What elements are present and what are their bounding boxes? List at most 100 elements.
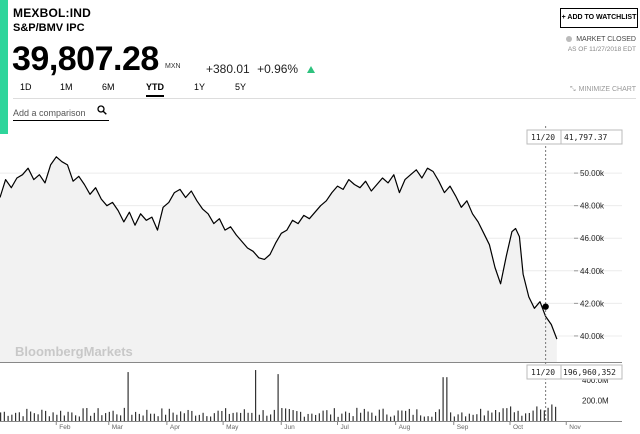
volume-bar <box>67 411 69 421</box>
volume-bar <box>348 412 350 421</box>
tab-1d[interactable]: 1D <box>20 82 32 92</box>
volume-bar <box>236 412 238 421</box>
volume-bar <box>187 409 189 421</box>
volume-bar <box>438 409 440 421</box>
volume-bar <box>506 408 508 421</box>
volume-bar <box>52 412 54 421</box>
minimize-chart-button[interactable]: ⤡ MINIMIZE CHART <box>570 86 636 94</box>
volume-bar <box>221 410 223 421</box>
volume-bar <box>453 416 455 421</box>
volume-bar <box>75 415 77 421</box>
volume-bar <box>431 416 433 421</box>
volume-bar <box>285 408 287 421</box>
volume-bar <box>322 410 324 421</box>
comparison-input[interactable] <box>13 105 93 121</box>
tab-1y[interactable]: 1Y <box>194 82 206 92</box>
x-tick-label: Oct <box>513 424 523 431</box>
volume-bar <box>11 414 13 421</box>
volume-bar <box>281 408 283 421</box>
volume-bar <box>495 410 497 421</box>
volume-bar <box>30 411 32 421</box>
volume-bar <box>465 416 467 421</box>
volume-bar <box>105 413 107 421</box>
watermark: BloombergMarkets <box>15 344 133 359</box>
volume-bar <box>390 416 392 421</box>
volume-bar <box>288 409 290 421</box>
volume-bar <box>78 416 80 421</box>
volume-bar <box>536 406 538 421</box>
tab-1m[interactable]: 1M <box>60 82 73 92</box>
volume-bar <box>483 415 485 421</box>
volume-bar <box>116 414 118 421</box>
volume-bar <box>273 409 275 421</box>
volume-bar <box>108 411 110 421</box>
volume-bar <box>240 412 242 421</box>
volume-bar <box>442 377 444 421</box>
price-line <box>0 156 558 340</box>
volume-bar <box>315 414 317 421</box>
volume-bar <box>135 411 137 421</box>
tab-5y[interactable]: 5Y <box>235 82 247 92</box>
index-name: S&P/BMV IPC <box>13 22 85 34</box>
volume-bar <box>525 413 527 421</box>
volume-bar <box>378 409 380 421</box>
tab-6m[interactable]: 6M <box>102 82 115 92</box>
volume-tooltip-date: 11/20 <box>531 368 555 377</box>
volume-bar <box>22 416 24 421</box>
volume-bar <box>270 414 272 421</box>
volume-bar <box>146 409 148 421</box>
volume-bar <box>382 408 384 421</box>
search-icon[interactable] <box>97 105 107 115</box>
volume-bar <box>120 415 122 421</box>
volume-bar <box>266 415 268 421</box>
volume-bar <box>123 407 125 421</box>
volume-bar <box>330 414 332 421</box>
volume-bar <box>337 416 339 421</box>
volume-bar <box>101 415 103 421</box>
volume-bar <box>225 408 227 421</box>
volume-bar <box>345 411 347 421</box>
volume-bar <box>375 415 377 421</box>
volume-bar <box>172 412 174 421</box>
price-chart[interactable]: 50.00k 48.00k 46.00k 44.00k 42.00k 40.00k 11/2… <box>0 126 640 434</box>
volume-bar <box>0 412 2 421</box>
volume-bar <box>367 411 369 421</box>
volume-bar <box>476 414 478 421</box>
change-percent: +0.96% <box>257 62 299 76</box>
currency-label: MXN <box>165 63 181 70</box>
volume-y-tick-label: 400.0M <box>582 376 609 385</box>
x-tick-label: Sep <box>457 424 469 431</box>
volume-bar <box>180 411 182 421</box>
volume-bar <box>296 411 298 421</box>
volume-bar <box>48 416 50 421</box>
volume-bar <box>521 415 523 421</box>
volume-bar <box>423 416 425 421</box>
price-tooltip-box <box>526 129 623 145</box>
y-tick-label: 40.00k <box>580 332 605 341</box>
comparison-search <box>13 103 109 121</box>
minimize-chart-label: MINIMIZE CHART <box>578 86 636 93</box>
volume-bar <box>510 406 512 421</box>
volume-bar <box>480 408 482 421</box>
add-to-watchlist-button[interactable]: + ADD TO WATCHLIST <box>560 8 638 28</box>
volume-bar <box>303 416 305 421</box>
price-area <box>0 156 557 362</box>
y-tick-label: 48.00k <box>580 202 605 211</box>
volume-bar <box>412 414 414 421</box>
market-status: MARKET CLOSED <box>566 36 636 43</box>
volume-bar <box>71 412 73 421</box>
up-arrow-icon <box>307 66 316 73</box>
volume-bar <box>183 413 185 421</box>
volume-bar <box>472 414 474 421</box>
tab-ytd[interactable]: YTD <box>146 82 164 97</box>
volume-bar <box>397 410 399 421</box>
volume-bar <box>251 412 253 421</box>
volume-bar <box>82 408 84 421</box>
volume-bar <box>202 412 204 421</box>
volume-bar <box>198 414 200 421</box>
volume-bar <box>311 413 313 421</box>
volume-bar <box>513 412 515 421</box>
market-status-label: MARKET CLOSED <box>576 36 636 43</box>
volume-bar <box>446 377 448 421</box>
volume-bar <box>356 407 358 421</box>
